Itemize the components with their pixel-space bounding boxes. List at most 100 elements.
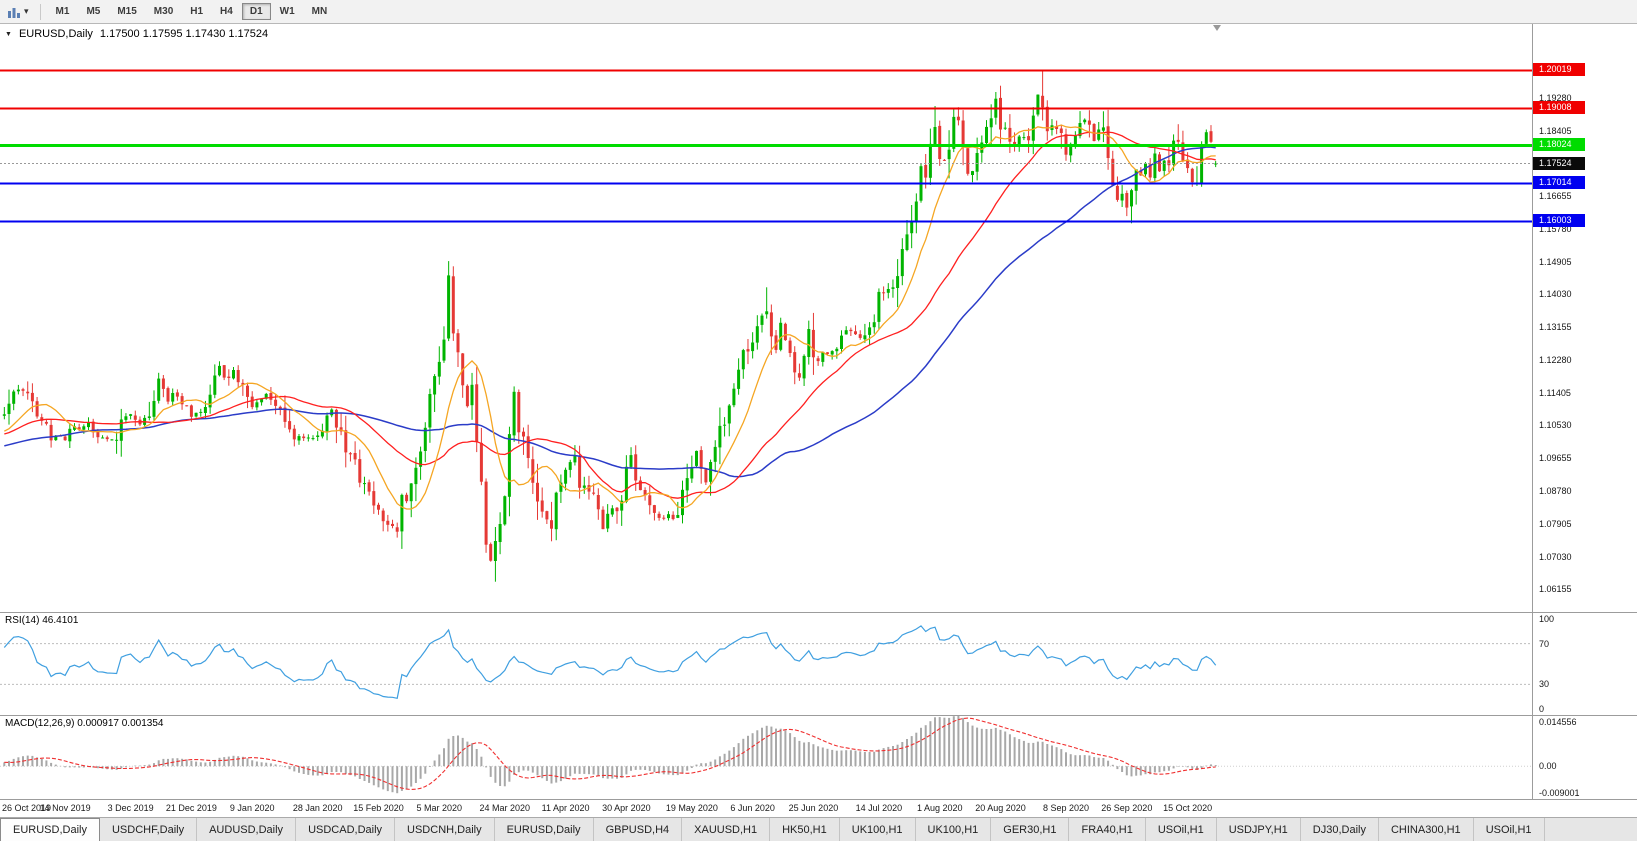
chart-tab[interactable]: UK100,H1	[839, 818, 916, 841]
price-level-badge: 1.20019	[1533, 63, 1585, 77]
timeframe-button-W1[interactable]: W1	[279, 6, 295, 17]
current-price-badge: 1.17524	[1533, 156, 1585, 170]
chart-tab[interactable]: EURUSD,Daily	[0, 818, 100, 841]
ma-mid-line	[4, 131, 1216, 499]
chart-tab[interactable]: HK50,H1	[770, 818, 840, 841]
timeframe-toolbar: ▾ M1 M5 M15 M30 H1 H4 D1 W1 MN	[0, 0, 1637, 24]
date-axis-label: 3 Dec 2019	[107, 803, 154, 813]
rsi-chart-canvas[interactable]	[0, 613, 1532, 715]
price-axis-tick: 1.07905	[1539, 518, 1572, 529]
chart-tab[interactable]: EURUSD,Daily	[494, 818, 594, 841]
date-axis-label: 11 Apr 2020	[541, 803, 590, 813]
chart-tab[interactable]: USOil,H1	[1145, 818, 1217, 841]
price-axis[interactable]: 1.19280 1.18405 1.16655 1.15780 1.14905 1.140…	[1532, 24, 1637, 612]
price-axis-tick: 1.06155	[1539, 584, 1572, 595]
timeframe-button-H1[interactable]: H1	[190, 6, 204, 17]
chart-tab[interactable]: GER30,H1	[991, 818, 1070, 841]
price-axis-tick: 1.09655	[1539, 453, 1572, 464]
chart-tab[interactable]: USDJPY,H1	[1216, 818, 1301, 841]
rsi-axis[interactable]: 100 70 30 0	[1532, 613, 1637, 715]
price-axis-tick: 1.07030	[1539, 551, 1572, 562]
price-axis-tick: 1.11405	[1539, 387, 1571, 398]
rsi-axis-tick: 0	[1539, 704, 1545, 714]
chart-tab[interactable]: USDCHF,Daily	[99, 818, 198, 841]
timeframe-button-M1[interactable]: M1	[55, 6, 70, 17]
date-axis-label: 25 Jun 2020	[788, 803, 839, 813]
chart-tab[interactable]: GBPUSD,H4	[593, 818, 683, 841]
price-axis-tick: 1.19280	[1539, 92, 1572, 103]
collapse-icon[interactable]: ▼	[5, 30, 12, 38]
date-axis-label: 14 Nov 2019	[39, 803, 91, 813]
chart-tab[interactable]: USOil,H1	[1473, 818, 1545, 841]
date-axis-label: 14 Jul 2020	[855, 803, 903, 813]
date-axis-label: 8 Sep 2020	[1042, 803, 1090, 813]
macd-histogram	[3, 716, 1217, 794]
date-axis-label: 5 Mar 2020	[416, 803, 463, 813]
ohlc-values: 1.17500 1.17595 1.17430 1.17524	[99, 28, 269, 40]
ma-fast-line	[3, 124, 1216, 510]
timeframe-button-D1[interactable]: D1	[241, 3, 271, 20]
main-chart-panel: 1.19280 1.18405 1.16655 1.15780 1.14905 1.140…	[0, 24, 1637, 612]
chart-shift-marker[interactable]	[1213, 25, 1221, 31]
date-axis-label: 15 Oct 2020	[1163, 803, 1213, 813]
date-axis[interactable]: 26 Oct 2019 14 Nov 2019 3 Dec 2019 21 Dec 2…	[0, 799, 1637, 817]
timeframe-button-MN[interactable]: MN	[311, 6, 328, 17]
date-axis-label: 20 Aug 2020	[975, 803, 1026, 813]
chart-tab[interactable]: XAUUSD,H1	[682, 818, 771, 841]
chart-tab[interactable]: CHINA300,H1	[1378, 818, 1474, 841]
price-axis-tick: 1.16655	[1539, 191, 1572, 202]
timeframe-button-M30[interactable]: M30	[153, 6, 174, 17]
timeframe-button-H4[interactable]: H4	[220, 6, 233, 17]
rsi-axis-tick: 100	[1539, 614, 1555, 624]
macd-axis-tick: 0.00	[1539, 761, 1557, 772]
rsi-axis-tick: 30	[1539, 679, 1550, 690]
price-axis-tick: 1.18405	[1539, 125, 1572, 136]
price-axis-tick: 1.08780	[1539, 486, 1572, 497]
macd-axis[interactable]: 0.014556 0.00 -0.009001	[1532, 716, 1637, 799]
rsi-label: RSI(14) 46.4101	[5, 615, 79, 626]
price-axis-tick: 1.15780	[1539, 223, 1572, 234]
chart-area: 1.19280 1.18405 1.16655 1.15780 1.14905 1.140…	[0, 24, 1637, 799]
chart-title: ▼ EURUSD,Daily 1.17500 1.17595 1.17430 1…	[5, 28, 268, 40]
chart-tab[interactable]: USDCAD,Daily	[296, 818, 396, 841]
price-level-badge: 1.18024	[1533, 137, 1585, 151]
price-level-badge: 1.19008	[1533, 100, 1585, 114]
chart-tab[interactable]: DJ30,Daily	[1300, 818, 1379, 841]
price-axis-tick: 1.12280	[1539, 354, 1572, 365]
price-chart-canvas[interactable]	[0, 24, 1532, 612]
date-axis-label: 26 Oct 2019	[2, 803, 52, 813]
chart-tab[interactable]: FRA40,H1	[1069, 818, 1146, 841]
date-axis-label: 6 Jun 2020	[730, 803, 775, 813]
charts-toolbar-icon[interactable]	[5, 3, 23, 21]
date-axis-label: 1 Aug 2020	[916, 803, 963, 813]
price-axis-tick: 1.10530	[1539, 420, 1572, 431]
price-level-badge: 1.17014	[1533, 175, 1585, 189]
chart-tabs-bar: EURUSD,Daily USDCHF,Daily AUDUSD,Daily USDC…	[0, 817, 1637, 841]
timeframe-button-M15[interactable]: M15	[117, 6, 137, 17]
macd-panel: 0.014556 0.00 -0.009001 MACD(12,26,9) 0.00…	[0, 715, 1637, 799]
macd-axis-tick: 0.014556	[1539, 717, 1577, 727]
ma-slow-line	[4, 146, 1216, 478]
toolbar-separator	[39, 3, 41, 20]
price-axis-tick: 1.14030	[1539, 289, 1572, 300]
price-axis-tick: 1.13155	[1539, 322, 1572, 333]
timeframe-button-M5[interactable]: M5	[86, 6, 101, 17]
macd-axis-tick: -0.009001	[1539, 788, 1580, 798]
date-axis-label: 26 Sep 2020	[1101, 803, 1153, 813]
date-axis-label: 30 Apr 2020	[602, 803, 651, 813]
chart-tab[interactable]: UK100,H1	[915, 818, 992, 841]
chart-tab[interactable]: AUDUSD,Daily	[197, 818, 297, 841]
bar-chart-icon	[8, 7, 20, 18]
timeframe-buttons: M1 M5 M15 M30 H1 H4 D1 W1 MN	[48, 3, 336, 20]
rsi-axis-tick: 70	[1539, 638, 1550, 649]
chart-tab[interactable]: USDCNH,Daily	[395, 818, 495, 841]
symbol-timeframe-label: EURUSD,Daily	[18, 28, 93, 40]
date-axis-label: 19 May 2020	[665, 803, 718, 813]
rsi-panel: 100 70 30 0 RSI(14) 46.4101	[0, 612, 1637, 715]
dropdown-arrow-icon[interactable]: ▾	[24, 6, 29, 16]
macd-chart-canvas[interactable]	[0, 716, 1532, 799]
date-axis-label: 28 Jan 2020	[292, 803, 343, 813]
rsi-line	[3, 625, 1217, 700]
date-axis-label: 9 Jan 2020	[229, 803, 275, 813]
